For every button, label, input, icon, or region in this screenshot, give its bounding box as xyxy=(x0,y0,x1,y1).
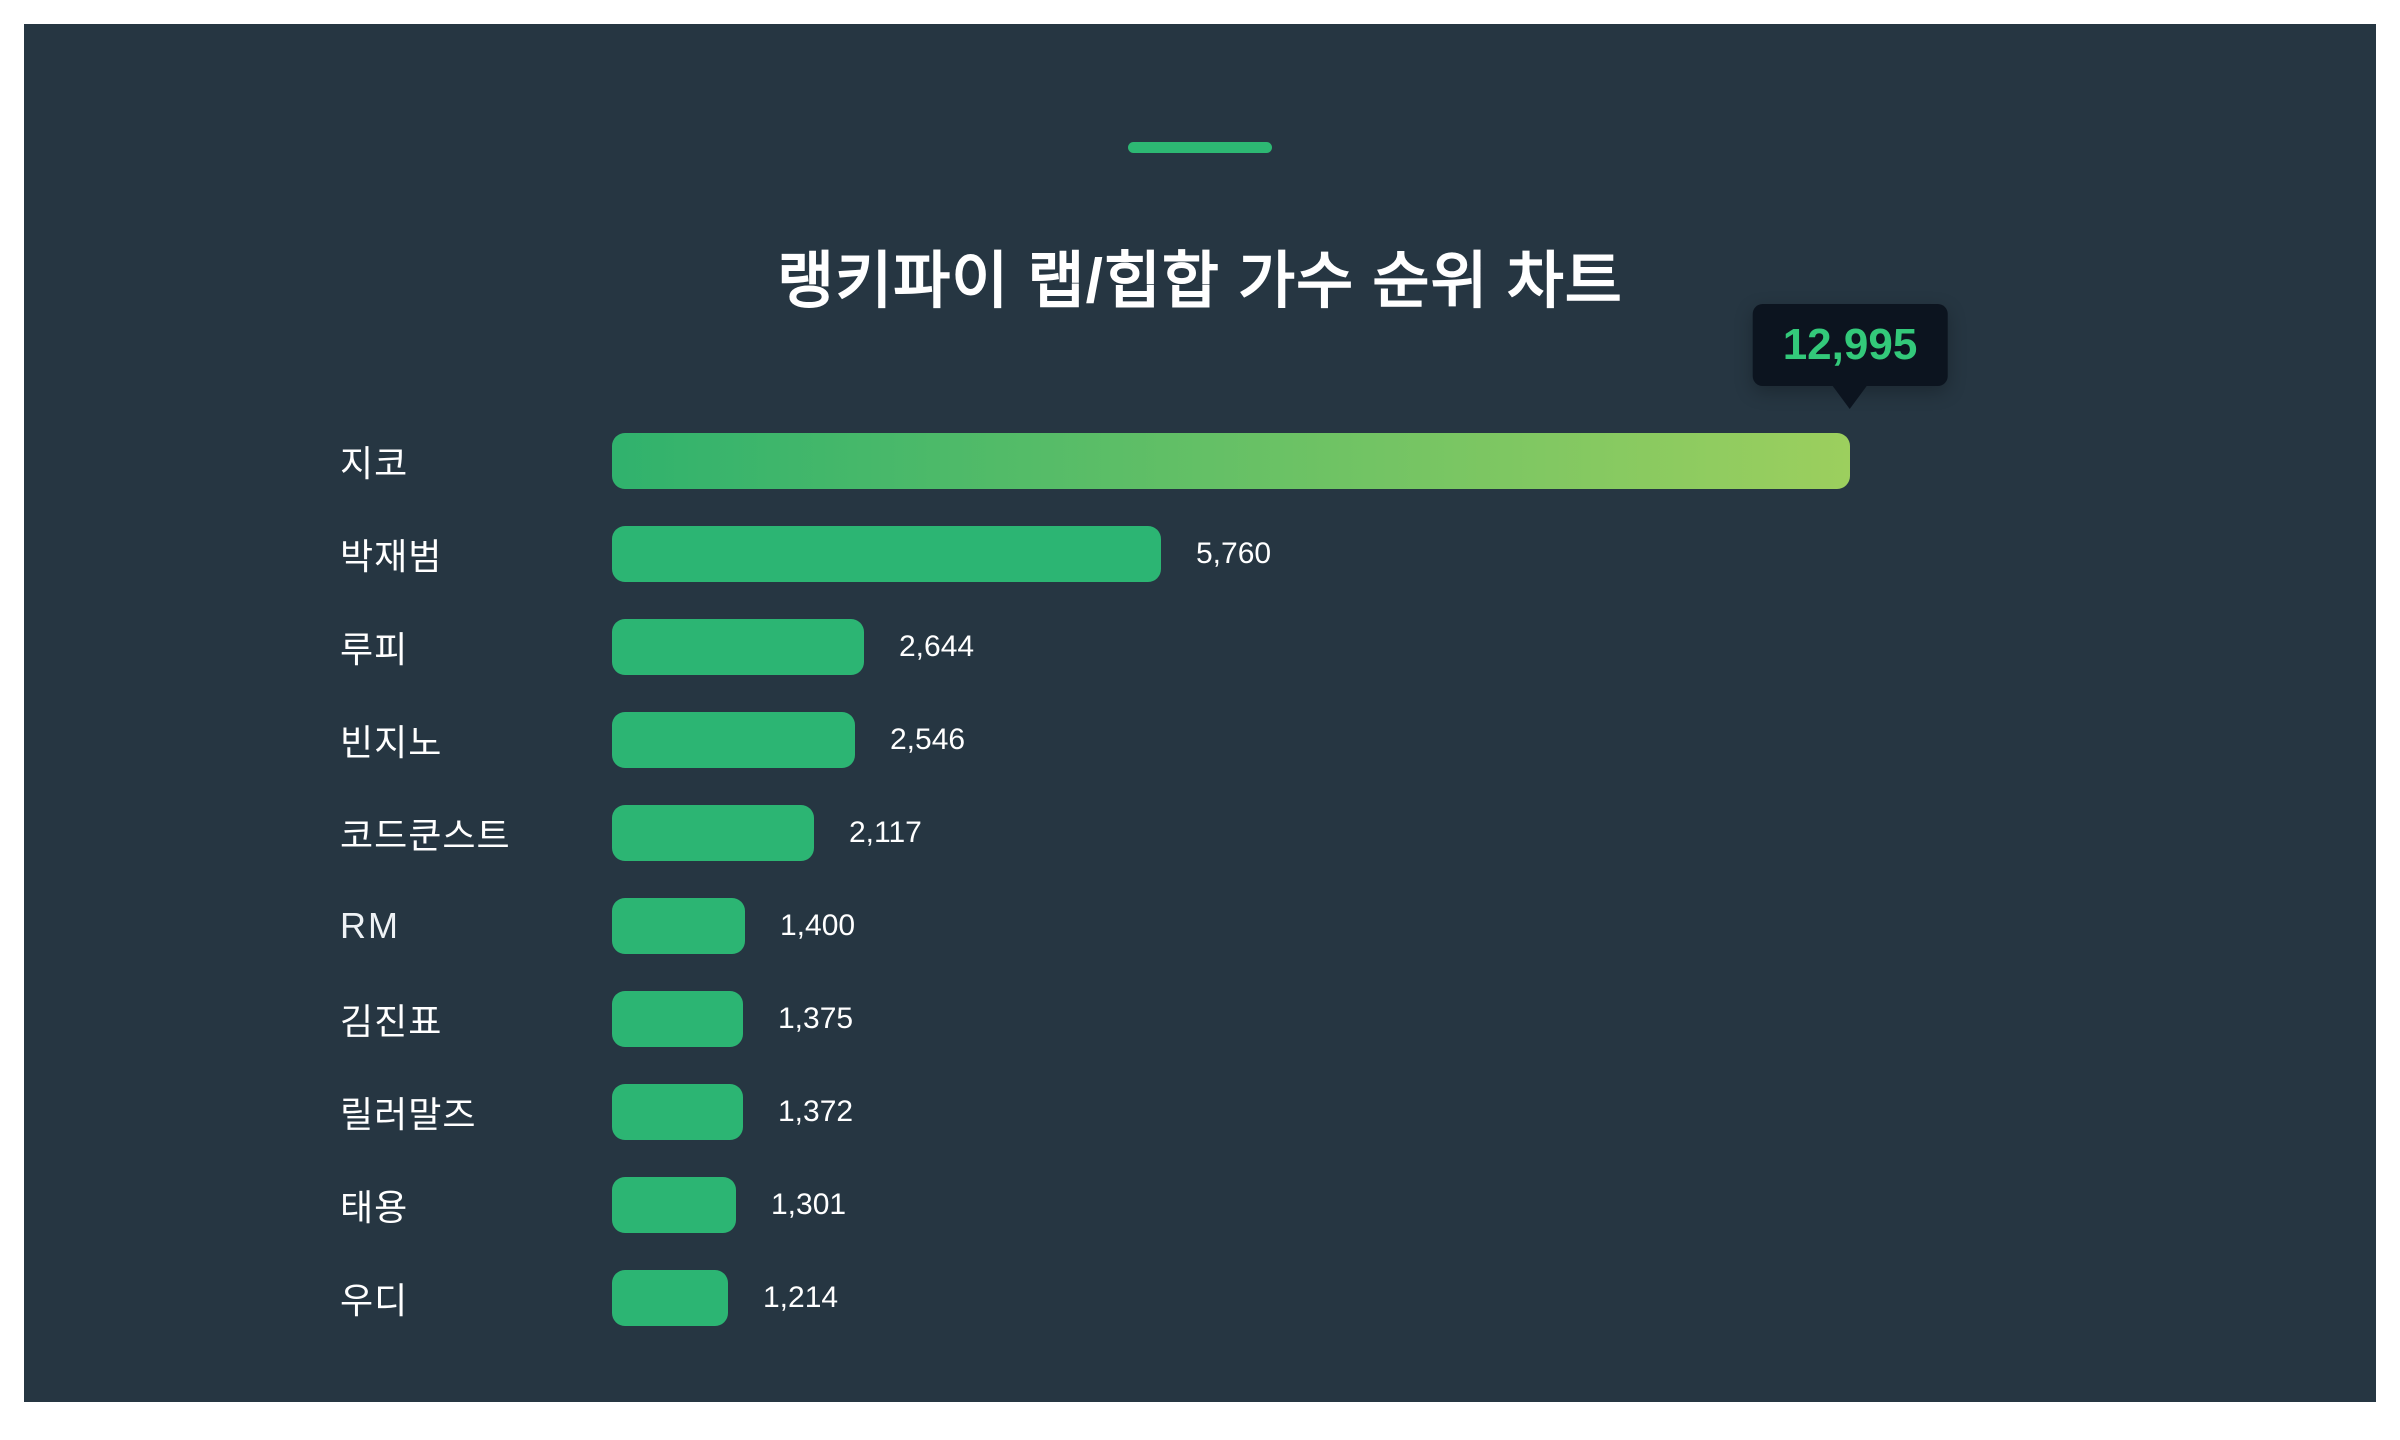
bar[interactable] xyxy=(612,1083,743,1140)
bar-row: 코드쿤스트 2,117 xyxy=(340,786,2240,879)
bar-value: 2,117 xyxy=(849,815,922,849)
bar-label: 태용 xyxy=(340,1186,409,1228)
bar-row: 빈지노 2,546 xyxy=(340,693,2240,786)
bar-chart: 지코 12,995 박재범 5,760 루피 2,644 빈지노 2,546 코드쿤스트 2,11… xyxy=(340,303,2240,1344)
leader-bar[interactable]: 12,995 xyxy=(612,303,1948,489)
bar-label: RM xyxy=(340,904,400,946)
bar-label: 우디 xyxy=(340,1279,409,1321)
bar-label: 박재범 xyxy=(340,535,443,577)
bar[interactable] xyxy=(612,897,745,954)
chart-title: 랭키파이 랩/힙합 가수 순위 차트 xyxy=(777,246,1623,316)
bar-row: 김진표 1,375 xyxy=(340,972,2240,1065)
bar[interactable] xyxy=(612,1176,736,1233)
bar-value: 2,546 xyxy=(890,722,966,756)
bar[interactable] xyxy=(612,618,864,675)
value-tooltip: 12,995 xyxy=(1752,303,1948,409)
accent-dash xyxy=(1128,142,1272,153)
bar-row: 태용 1,301 xyxy=(340,1158,2240,1251)
bar-row: RM 1,400 xyxy=(340,879,2240,972)
tooltip-arrow-icon xyxy=(1832,385,1867,409)
bar-label: 빈지노 xyxy=(340,721,443,763)
bar[interactable] xyxy=(612,804,814,861)
bar-label: 릴러말즈 xyxy=(340,1093,477,1135)
bar-row: 릴러말즈 1,372 xyxy=(340,1065,2240,1158)
bar-value: 1,372 xyxy=(778,1094,854,1128)
chart-panel: 랭키파이 랩/힙합 가수 순위 차트 지코 12,995 박재범 5,760 루피 2,6… xyxy=(24,24,2376,1402)
bar-label: 김진표 xyxy=(340,1000,443,1042)
bar-label: 코드쿤스트 xyxy=(340,814,511,856)
bar-label: 루피 xyxy=(340,628,409,670)
bar[interactable] xyxy=(612,711,855,768)
bar[interactable] xyxy=(612,990,743,1047)
bar-value: 1,400 xyxy=(780,908,856,942)
bar-row: 박재범 5,760 xyxy=(340,507,2240,600)
bar-row: 루피 2,644 xyxy=(340,600,2240,693)
bar-label: 지코 xyxy=(340,442,409,484)
bar[interactable] xyxy=(612,525,1161,582)
bar-value: 1,375 xyxy=(778,1001,854,1035)
bar[interactable] xyxy=(612,1269,728,1326)
bar-row: 지코 12,995 xyxy=(340,303,2240,507)
bar-row: 우디 1,214 xyxy=(340,1251,2240,1344)
bar-value: 5,760 xyxy=(1196,536,1272,570)
bar-value: 1,301 xyxy=(771,1187,847,1221)
bar-value: 2,644 xyxy=(899,629,975,663)
bar-value: 1,214 xyxy=(763,1280,839,1314)
